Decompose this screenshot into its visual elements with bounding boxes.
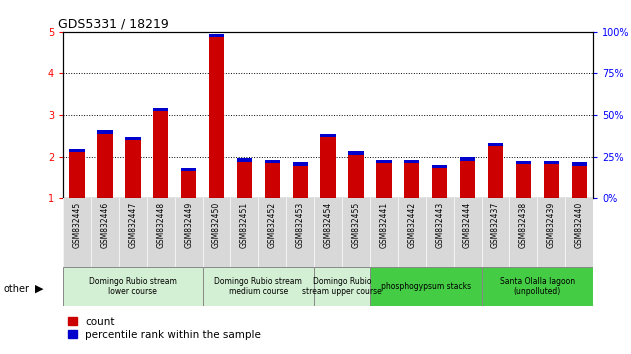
Bar <box>181 171 196 198</box>
Bar <box>293 162 308 166</box>
Bar <box>432 165 447 168</box>
Bar <box>376 163 392 198</box>
Bar <box>293 166 308 198</box>
Bar <box>63 267 203 306</box>
Bar <box>209 37 224 198</box>
Text: GSM832439: GSM832439 <box>547 202 556 248</box>
Text: other: other <box>3 284 29 293</box>
Text: GSM832446: GSM832446 <box>100 202 109 248</box>
Text: GDS5331 / 18219: GDS5331 / 18219 <box>58 18 168 31</box>
Text: GSM832440: GSM832440 <box>575 202 584 248</box>
Bar <box>348 155 363 198</box>
Text: GSM832449: GSM832449 <box>184 202 193 248</box>
Bar <box>348 151 363 155</box>
Bar <box>488 143 503 146</box>
Bar <box>432 168 447 198</box>
Bar <box>97 130 112 134</box>
Text: GSM832447: GSM832447 <box>128 202 138 248</box>
Text: GSM832451: GSM832451 <box>240 202 249 248</box>
Legend: count, percentile rank within the sample: count, percentile rank within the sample <box>68 317 261 340</box>
Text: Santa Olalla lagoon
(unpolluted): Santa Olalla lagoon (unpolluted) <box>500 277 575 296</box>
Bar <box>516 161 531 164</box>
Text: GSM832453: GSM832453 <box>296 202 305 248</box>
Bar <box>237 162 252 198</box>
Bar <box>376 160 392 163</box>
Bar <box>125 137 141 140</box>
Text: GSM832445: GSM832445 <box>73 202 81 248</box>
Text: Domingo Rubio stream
lower course: Domingo Rubio stream lower course <box>89 277 177 296</box>
Text: GSM832442: GSM832442 <box>408 202 416 248</box>
Bar <box>264 163 280 198</box>
Bar <box>370 267 481 306</box>
Bar <box>544 164 559 198</box>
Bar <box>572 166 587 198</box>
Text: GSM832450: GSM832450 <box>212 202 221 248</box>
Bar <box>125 140 141 198</box>
Text: Domingo Rubio stream
medium course: Domingo Rubio stream medium course <box>215 277 302 296</box>
Bar <box>314 267 370 306</box>
Bar <box>404 163 420 198</box>
Text: GSM832444: GSM832444 <box>463 202 472 248</box>
Bar <box>181 168 196 171</box>
Text: ▶: ▶ <box>35 284 43 293</box>
Bar <box>264 160 280 163</box>
Text: GSM832454: GSM832454 <box>324 202 333 248</box>
Bar <box>321 134 336 137</box>
Bar <box>321 137 336 198</box>
Text: Domingo Rubio
stream upper course: Domingo Rubio stream upper course <box>302 277 382 296</box>
Bar <box>203 267 314 306</box>
Bar <box>572 162 587 166</box>
Bar <box>460 161 475 198</box>
Text: GSM832443: GSM832443 <box>435 202 444 248</box>
Bar <box>153 111 168 198</box>
Bar <box>153 108 168 111</box>
Bar <box>460 158 475 161</box>
Bar <box>488 146 503 198</box>
Text: GSM832455: GSM832455 <box>351 202 360 248</box>
Text: GSM832441: GSM832441 <box>379 202 389 248</box>
Bar <box>209 34 224 37</box>
Text: GSM832438: GSM832438 <box>519 202 528 248</box>
Bar <box>404 160 420 163</box>
Text: GSM832452: GSM832452 <box>268 202 277 248</box>
Bar <box>69 149 85 153</box>
Text: GSM832448: GSM832448 <box>156 202 165 248</box>
Text: GSM832437: GSM832437 <box>491 202 500 248</box>
Bar <box>237 158 252 162</box>
Bar <box>69 153 85 198</box>
Bar <box>516 164 531 198</box>
Bar <box>97 134 112 198</box>
Text: phosphogypsum stacks: phosphogypsum stacks <box>380 282 471 291</box>
Bar <box>63 198 593 267</box>
Bar <box>544 161 559 164</box>
Bar <box>481 267 593 306</box>
